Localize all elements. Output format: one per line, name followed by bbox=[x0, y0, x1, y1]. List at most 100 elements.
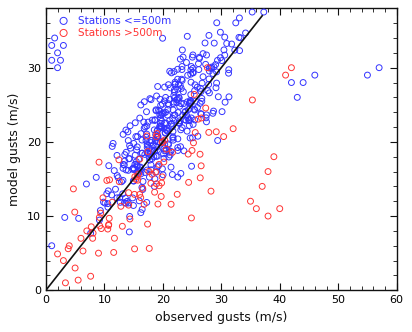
Stations <=500m bbox=[105, 188, 112, 194]
Stations <=500m bbox=[170, 135, 176, 141]
Stations <=500m bbox=[197, 111, 204, 116]
Stations <=500m bbox=[154, 128, 161, 133]
Stations >500m bbox=[105, 222, 112, 227]
Stations <=500m bbox=[186, 123, 192, 128]
Stations <=500m bbox=[177, 83, 183, 88]
Stations >500m bbox=[141, 202, 147, 207]
Stations >500m bbox=[105, 223, 112, 228]
Stations <=500m bbox=[198, 89, 204, 94]
Stations >500m bbox=[276, 206, 283, 211]
Stations <=500m bbox=[189, 135, 196, 140]
Stations <=500m bbox=[196, 55, 203, 60]
Stations >500m bbox=[71, 209, 78, 215]
Stations <=500m bbox=[114, 153, 120, 158]
Stations <=500m bbox=[49, 243, 55, 248]
Stations <=500m bbox=[221, 47, 227, 52]
Stations <=500m bbox=[146, 154, 152, 159]
Stations <=500m bbox=[222, 100, 228, 105]
Stations >500m bbox=[136, 192, 143, 197]
Stations <=500m bbox=[163, 126, 169, 132]
Stations <=500m bbox=[126, 229, 133, 235]
Stations >500m bbox=[253, 206, 260, 211]
Stations <=500m bbox=[129, 166, 136, 172]
Stations <=500m bbox=[138, 151, 145, 156]
Stations >500m bbox=[95, 251, 102, 256]
Stations >500m bbox=[110, 250, 117, 255]
Stations >500m bbox=[116, 179, 123, 184]
Stations <=500m bbox=[208, 66, 214, 71]
Stations <=500m bbox=[60, 43, 67, 48]
Stations <=500m bbox=[154, 128, 161, 133]
Stations <=500m bbox=[154, 153, 161, 159]
Stations >500m bbox=[162, 137, 168, 143]
Stations <=500m bbox=[187, 67, 194, 73]
Stations <=500m bbox=[172, 82, 178, 87]
Stations <=500m bbox=[225, 67, 232, 72]
Stations <=500m bbox=[143, 134, 150, 140]
Stations >500m bbox=[249, 97, 256, 103]
Stations <=500m bbox=[174, 67, 181, 72]
Stations <=500m bbox=[136, 116, 143, 121]
Stations >500m bbox=[159, 140, 166, 145]
Stations >500m bbox=[84, 228, 90, 233]
Stations >500m bbox=[98, 226, 105, 231]
Stations <=500m bbox=[127, 145, 134, 151]
Stations >500m bbox=[136, 156, 143, 162]
Stations <=500m bbox=[195, 61, 202, 66]
Stations >500m bbox=[100, 195, 106, 201]
Stations <=500m bbox=[57, 58, 64, 63]
Stations >500m bbox=[77, 236, 84, 241]
Stations <=500m bbox=[205, 82, 212, 87]
Stations >500m bbox=[265, 169, 272, 174]
Stations <=500m bbox=[300, 80, 307, 85]
Stations <=500m bbox=[155, 108, 162, 113]
Stations <=500m bbox=[120, 178, 126, 183]
Stations <=500m bbox=[210, 109, 217, 114]
Stations >500m bbox=[198, 163, 204, 168]
Stations >500m bbox=[125, 203, 132, 208]
Stations <=500m bbox=[117, 195, 123, 200]
Stations <=500m bbox=[165, 142, 172, 147]
Stations <=500m bbox=[112, 187, 119, 192]
Stations <=500m bbox=[159, 112, 165, 117]
Stations <=500m bbox=[122, 196, 129, 201]
Stations <=500m bbox=[141, 99, 147, 104]
Stations >500m bbox=[131, 174, 138, 179]
Stations <=500m bbox=[191, 107, 197, 112]
Stations <=500m bbox=[176, 96, 183, 101]
Stations <=500m bbox=[202, 40, 208, 45]
Stations <=500m bbox=[97, 208, 104, 213]
Stations <=500m bbox=[133, 159, 140, 164]
Stations >500m bbox=[152, 170, 159, 175]
Stations <=500m bbox=[198, 112, 204, 117]
Stations <=500m bbox=[160, 151, 167, 156]
Stations <=500m bbox=[151, 148, 158, 153]
Stations >500m bbox=[190, 140, 197, 145]
Stations <=500m bbox=[179, 113, 186, 118]
Stations <=500m bbox=[146, 146, 152, 151]
Stations >500m bbox=[117, 204, 124, 209]
Stations >500m bbox=[158, 194, 164, 199]
Stations <=500m bbox=[155, 139, 162, 145]
Stations <=500m bbox=[109, 144, 115, 149]
Stations <=500m bbox=[176, 120, 182, 125]
Stations <=500m bbox=[213, 80, 220, 86]
Stations <=500m bbox=[130, 178, 137, 184]
Stations <=500m bbox=[225, 70, 232, 76]
Stations <=500m bbox=[130, 165, 136, 171]
Stations <=500m bbox=[213, 20, 220, 26]
Stations <=500m bbox=[126, 143, 133, 148]
Stations <=500m bbox=[126, 156, 132, 161]
Stations <=500m bbox=[187, 100, 194, 105]
Stations <=500m bbox=[117, 200, 124, 205]
Stations <=500m bbox=[49, 58, 55, 63]
X-axis label: observed gusts (m/s): observed gusts (m/s) bbox=[155, 311, 288, 324]
Stations <=500m bbox=[213, 69, 220, 74]
Stations <=500m bbox=[176, 118, 183, 124]
Stations <=500m bbox=[136, 198, 143, 204]
Stations >500m bbox=[97, 210, 104, 216]
Stations <=500m bbox=[83, 181, 90, 187]
Stations >500m bbox=[149, 172, 155, 177]
Stations <=500m bbox=[166, 69, 173, 74]
Stations <=500m bbox=[147, 152, 153, 157]
